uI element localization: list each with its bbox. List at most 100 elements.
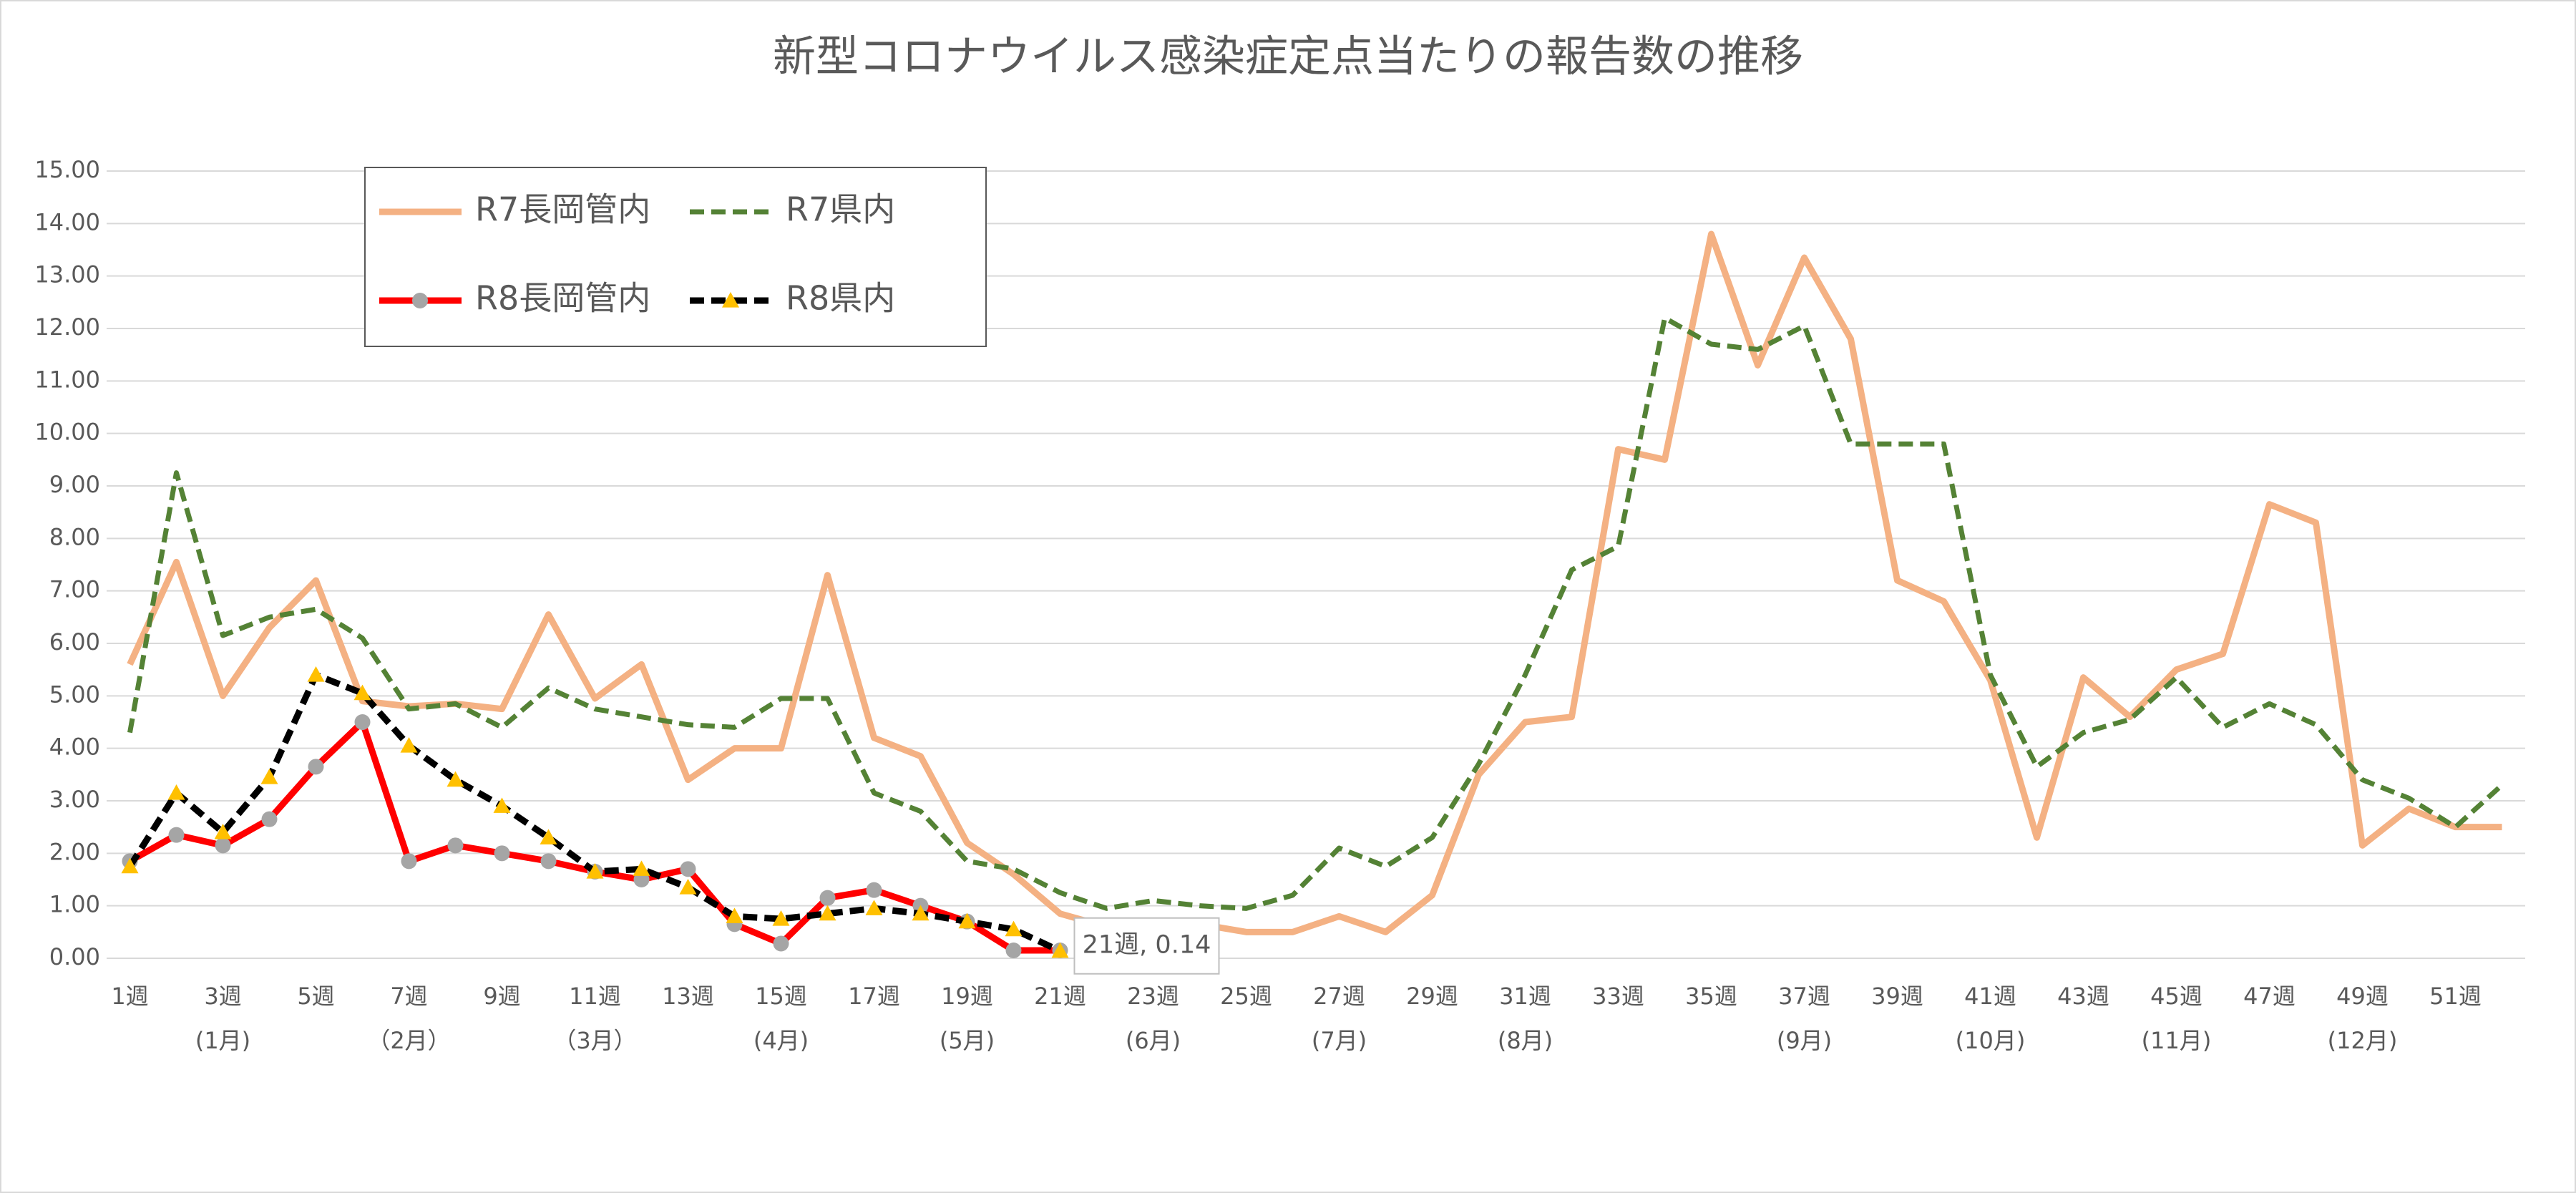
- y-tick-label: 10.00: [34, 419, 100, 446]
- marker: [494, 845, 510, 862]
- x-tick-label: 19週: [941, 983, 993, 1010]
- marker: [912, 905, 930, 921]
- y-tick-label: 0.00: [49, 943, 100, 970]
- y-tick-label: 13.00: [34, 261, 100, 288]
- x-tick-label: 27週: [1313, 983, 1365, 1010]
- x-tick-label: 13週: [662, 983, 714, 1010]
- y-tick-label: 15.00: [34, 156, 100, 183]
- data-label: 21週, 0.14: [1083, 931, 1211, 960]
- marker: [633, 860, 650, 876]
- marker: [679, 879, 697, 895]
- x-tick-label: 7週: [390, 983, 427, 1010]
- marker: [354, 714, 371, 730]
- x-tick-label: 31週: [1499, 983, 1551, 1010]
- y-tick-label: 9.00: [49, 471, 100, 498]
- marker: [1005, 943, 1022, 958]
- x-tick-label: 1週: [111, 983, 148, 1010]
- x-sub-label: (4月): [753, 1027, 809, 1054]
- x-tick-label: 37週: [1778, 983, 1830, 1010]
- y-tick-label: 8.00: [49, 523, 100, 550]
- x-tick-label: 41週: [1964, 983, 2016, 1010]
- y-tick-label: 5.00: [49, 681, 100, 708]
- y-tick-label: 3.00: [49, 786, 100, 813]
- x-tick-label: 35週: [1685, 983, 1737, 1010]
- x-sub-label: (6月): [1126, 1027, 1181, 1054]
- marker: [215, 837, 231, 854]
- x-sub-label: (5月): [940, 1027, 995, 1054]
- legend-label: R7長岡管内: [475, 190, 650, 229]
- x-tick-label: 47週: [2243, 983, 2296, 1010]
- y-tick-label: 2.00: [49, 838, 100, 865]
- x-tick-label: 33週: [1592, 983, 1644, 1010]
- marker: [772, 910, 790, 926]
- x-sub-label: （3月）: [553, 1027, 636, 1054]
- x-tick-label: 45週: [2150, 983, 2202, 1010]
- x-tick-label: 29週: [1406, 983, 1458, 1010]
- data-label-box: [1073, 917, 1220, 975]
- y-tick-label: 6.00: [49, 628, 100, 656]
- marker: [168, 827, 185, 843]
- marker: [261, 811, 278, 827]
- x-tick-label: 25週: [1220, 983, 1272, 1010]
- y-tick-label: 4.00: [49, 734, 100, 761]
- marker: [958, 912, 976, 929]
- x-tick-label: 15週: [755, 983, 807, 1010]
- y-tick-label: 7.00: [49, 576, 100, 603]
- marker: [1051, 942, 1069, 958]
- marker: [447, 771, 464, 787]
- marker: [353, 684, 371, 701]
- marker: [819, 890, 836, 906]
- marker: [447, 837, 464, 854]
- marker: [773, 935, 789, 952]
- marker: [121, 857, 139, 874]
- series-line: [127, 315, 2504, 911]
- x-sub-label: (10月): [1956, 1027, 2026, 1054]
- x-tick-label: 43週: [2057, 983, 2109, 1010]
- x-tick-label: 51週: [2429, 983, 2482, 1010]
- marker: [307, 666, 325, 682]
- marker: [726, 907, 743, 923]
- x-tick-label: 21週: [1034, 983, 1086, 1010]
- marker: [308, 759, 324, 775]
- series-line: [127, 230, 2502, 935]
- legend-label: R7県内: [786, 190, 895, 229]
- legend-box: [364, 167, 987, 347]
- x-tick-label: 5週: [297, 983, 334, 1010]
- marker: [1005, 920, 1023, 937]
- marker: [540, 829, 557, 844]
- marker: [260, 769, 278, 784]
- x-sub-label: (12月): [2328, 1027, 2398, 1054]
- chart-title: 新型コロナウイルス感染症定点当たりの報告数の推移: [773, 32, 1803, 82]
- y-tick-label: 14.00: [34, 208, 100, 235]
- x-sub-label: (7月): [1312, 1027, 1367, 1054]
- y-tick-label: 11.00: [34, 366, 100, 393]
- marker: [167, 784, 185, 800]
- marker: [865, 900, 883, 915]
- x-tick-label: 23週: [1127, 983, 1179, 1010]
- marker: [866, 882, 882, 898]
- y-tick-label: 12.00: [34, 313, 100, 341]
- y-tick-label: 1.00: [49, 891, 100, 918]
- x-tick-label: 9週: [483, 983, 520, 1010]
- x-tick-label: 49週: [2336, 983, 2389, 1010]
- legend-label: R8長岡管内: [475, 279, 650, 318]
- x-tick-label: 39週: [1871, 983, 1923, 1010]
- marker: [586, 863, 604, 879]
- marker: [214, 824, 232, 839]
- x-tick-label: 11週: [569, 983, 621, 1010]
- marker: [401, 853, 417, 870]
- marker: [493, 797, 511, 813]
- legend-marker: [412, 293, 428, 308]
- marker: [540, 853, 557, 870]
- marker: [400, 737, 418, 753]
- marker: [819, 905, 836, 921]
- x-sub-label: (1月): [195, 1027, 250, 1054]
- marker: [680, 861, 696, 877]
- x-sub-label: (8月): [1498, 1027, 1553, 1054]
- x-sub-label: （2月）: [367, 1027, 450, 1054]
- x-tick-label: 17週: [848, 983, 900, 1010]
- x-sub-label: (11月): [2142, 1027, 2212, 1054]
- legend-label: R8県内: [786, 279, 895, 318]
- legend-marker: [722, 292, 739, 308]
